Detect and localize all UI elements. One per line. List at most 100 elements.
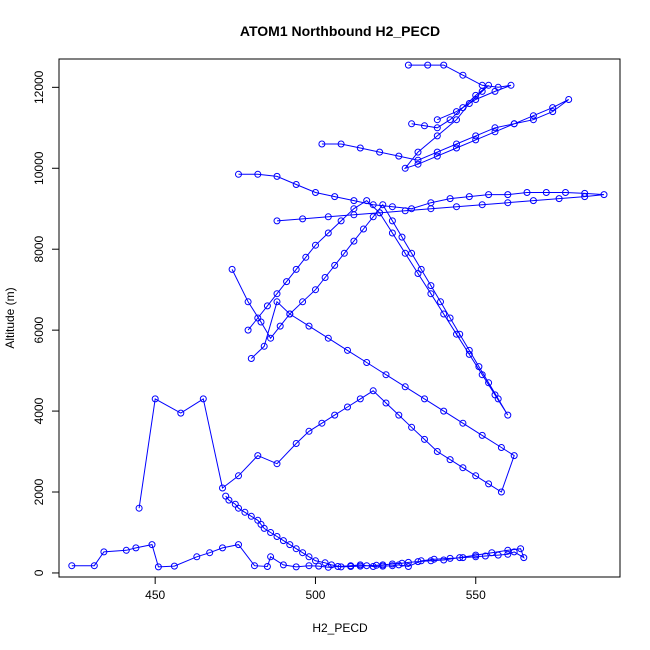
data-point [369,563,377,570]
data-point [363,359,371,366]
data-point [510,120,518,128]
data-point [356,144,364,152]
data-point [305,427,313,435]
data-point [151,395,159,403]
data-point [90,562,98,570]
data-point [478,81,486,89]
data-point [465,100,473,107]
data-point [459,464,467,472]
data-point [135,504,143,512]
data-point [247,355,255,362]
data-point [497,444,505,451]
data-point [472,551,480,559]
data-point [286,541,294,549]
data-point [453,144,460,152]
data-point [356,562,364,570]
data-point [318,419,326,427]
data-point [446,195,454,203]
data-point [433,448,441,455]
data-point [388,229,396,237]
data-point [244,298,252,306]
data-point [376,148,384,156]
series-line-1 [71,495,525,568]
data-point [456,330,464,338]
y-tick-label: 10000 [32,151,46,185]
data-point [283,278,291,286]
data-point [347,563,355,570]
data-point [562,189,569,196]
data-point [350,211,358,219]
x-axis-label: H2_PECD [312,621,368,635]
data-point [292,440,300,447]
data-point [263,302,271,310]
data-point [273,298,281,306]
data-point [337,140,345,148]
data-point [369,387,377,395]
data-point [244,326,252,334]
data-point [398,233,406,241]
data-point [68,562,76,570]
data-point [421,435,428,443]
data-point [446,456,454,464]
data-point [395,411,403,419]
data-point [241,508,249,516]
data-point [292,563,300,571]
data-point [542,189,550,196]
data-point [254,170,262,178]
data-point [417,557,425,565]
data-point [222,492,230,500]
data-point [235,170,242,178]
data-point [421,122,428,130]
data-point [472,472,480,480]
data-point [581,193,589,201]
data-point [491,391,499,399]
data-point [154,563,162,571]
data-point [485,379,493,387]
data-point [424,61,432,69]
y-axis-label: Altitude (m) [3,287,17,348]
data-point [395,152,403,160]
data-point [401,207,409,215]
data-point [302,253,310,261]
data-point [491,124,499,132]
data-point [408,205,416,213]
data-point [404,61,412,69]
data-point [299,215,307,223]
data-point [273,217,281,225]
data-point [504,550,512,558]
data-point [485,191,493,199]
data-point [331,193,339,201]
data-point [446,554,454,562]
data-point [414,160,422,168]
data-point [356,395,364,403]
data-point [331,261,339,269]
y-tick-label: 2000 [32,478,46,505]
series-line-2 [138,300,515,509]
data-point [267,334,275,342]
data-point [427,290,435,298]
data-point [254,516,262,524]
data-point [350,197,358,205]
data-point [193,553,201,561]
data-point [231,500,239,508]
y-tick-label: 6000 [32,316,46,343]
data-point [408,423,416,431]
data-point [292,181,300,188]
data-point [219,484,226,492]
data-point [177,409,185,417]
data-point [414,270,422,277]
data-point [465,346,473,354]
data-point [235,472,242,480]
data-point [292,545,300,553]
data-point [382,399,390,407]
data-point [408,120,416,128]
data-point [401,383,409,391]
data-point [305,562,313,570]
data-point [340,249,348,257]
data-point [520,554,528,562]
data-point [433,124,441,132]
data-point [488,549,496,557]
data-point [555,195,563,203]
data-point [337,563,345,571]
y-tick-label: 8000 [32,236,46,263]
